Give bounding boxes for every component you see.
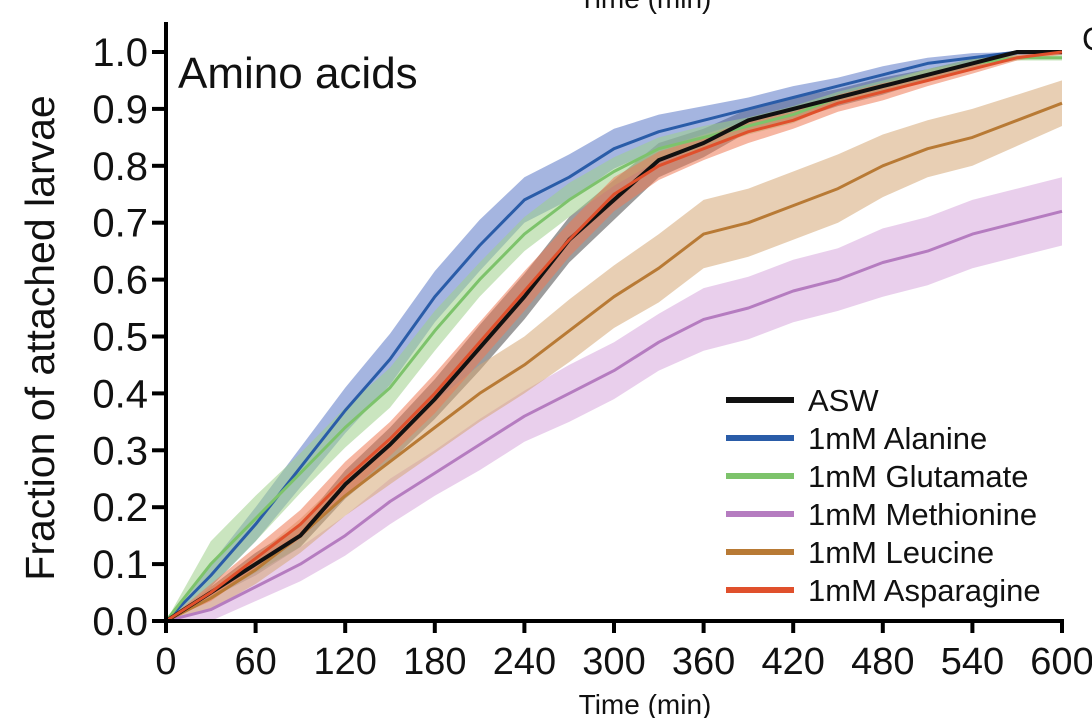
series-lines	[164, 50, 1063, 623]
series-line	[165, 209, 1063, 623]
legend-label: ASW	[808, 383, 879, 418]
legend-label: 1mM Asparagine	[808, 573, 1041, 608]
series-line	[165, 50, 1063, 623]
y-tick-label: 0.7	[92, 202, 148, 246]
y-tick-label: 0.3	[92, 429, 148, 473]
y-tick-label: 1.0	[92, 31, 148, 75]
series-line	[164, 50, 1062, 623]
x-tick-label: 240	[493, 641, 556, 683]
top-clipped-xlabel: Time (min)	[579, 0, 712, 14]
y-tick-label: 0.4	[92, 372, 148, 416]
y-tick-label: 0.0	[92, 600, 148, 644]
legend-label: 1mM Leucine	[808, 535, 994, 570]
x-tick-label: 600	[1030, 641, 1092, 683]
x-tick-label: 540	[941, 641, 1004, 683]
series-line	[165, 101, 1063, 623]
y-tick-label: 0.9	[92, 88, 148, 132]
legend-label: 1mM Alanine	[808, 421, 987, 456]
chart-title: Amino acids	[178, 49, 418, 98]
x-tick-label: 360	[672, 641, 735, 683]
legend-label: 1mM Glutamate	[808, 459, 1029, 494]
x-tick-label: 480	[851, 641, 914, 683]
x-tick-label: 60	[234, 641, 276, 683]
y-tick-label: 0.2	[92, 486, 148, 530]
x-axis-label: Time (min)	[579, 689, 712, 718]
x-tick-label: 0	[155, 641, 176, 683]
confidence-band	[166, 80, 1062, 621]
x-ticks: 0 60 120 180 240 300 360 420 480 540 600	[155, 621, 1092, 683]
confidence-band	[166, 177, 1062, 621]
x-tick-label: 420	[761, 641, 824, 683]
x-tick-label: 120	[313, 641, 376, 683]
confidence-band	[166, 54, 1062, 622]
series-line	[164, 50, 1062, 623]
y-tick-label: 0.5	[92, 316, 148, 360]
legend-label: 1mM Methionine	[808, 497, 1037, 532]
corner-clipped-letter: C	[1082, 21, 1092, 57]
y-ticks: 0.0 0.1 0.2 0.3 0.4 0.5 0.6 0.7 0.8 0.9 1.0	[92, 31, 166, 644]
x-tick-label: 180	[403, 641, 466, 683]
y-axis-label: Fraction of attached larvae	[17, 95, 63, 580]
y-tick-label: 0.1	[92, 543, 148, 587]
x-tick-label: 300	[582, 641, 645, 683]
y-tick-label: 0.8	[92, 145, 148, 189]
y-tick-label: 0.6	[92, 259, 148, 303]
